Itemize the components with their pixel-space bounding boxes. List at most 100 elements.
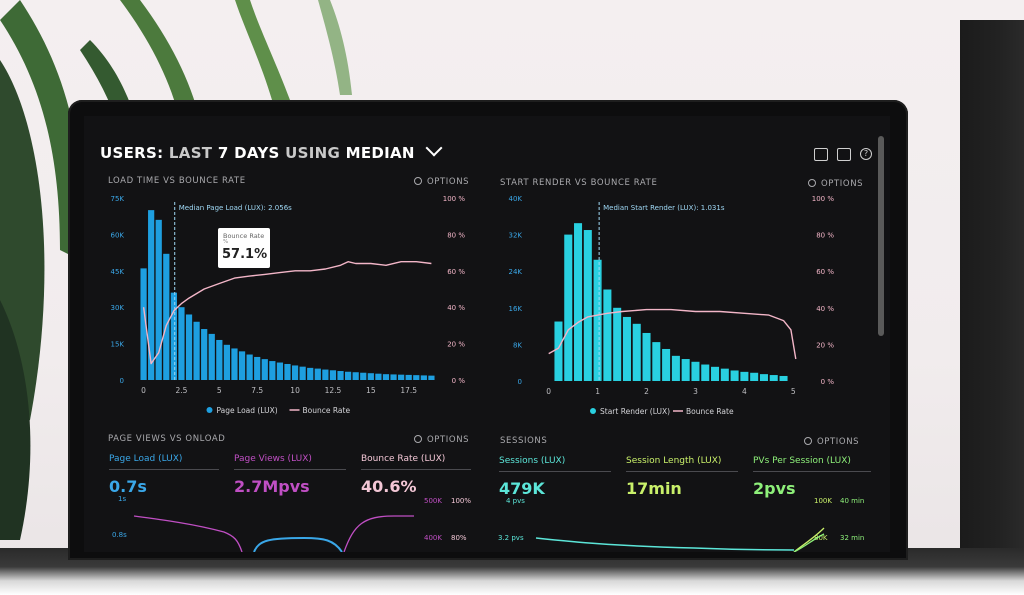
- histogram-bar: [720, 368, 729, 381]
- y2-tick-label: 60 %: [447, 268, 465, 276]
- histogram-bar: [193, 321, 200, 380]
- y-tick-label: 24K: [509, 268, 523, 276]
- median-annotation: Median Start Render (LUX): 1.031s: [603, 204, 725, 212]
- metric-page-views: Page Views (LUX) 2.7Mpvs: [234, 454, 346, 496]
- bounce-rate-tooltip: Bounce Rate % 57.1%: [218, 228, 270, 268]
- metric-session-length: Session Length (LUX) 17min: [626, 456, 738, 498]
- mini-axis-right-a-top: 100K: [814, 497, 832, 505]
- histogram-bar: [574, 223, 583, 381]
- y2-tick-label: 40 %: [816, 305, 834, 313]
- histogram-bar: [337, 371, 344, 380]
- image-icon[interactable]: [837, 148, 851, 161]
- metric-divider: [626, 471, 738, 472]
- legend-bar-swatch: [590, 408, 596, 414]
- legend-line-label: Bounce Rate: [303, 406, 351, 415]
- options-label: OPTIONS: [821, 179, 864, 189]
- pageviews-mini-chart: 1s 0.8s 500K 400K 100% 80%: [112, 495, 471, 552]
- y-tick-label: 16K: [509, 305, 523, 313]
- histogram-bar: [299, 366, 306, 380]
- metric-label: Sessions (LUX): [499, 456, 566, 466]
- histogram-bar: [352, 372, 359, 380]
- histogram-bar: [583, 230, 592, 381]
- panel-title-pageviews: PAGE VIEWS VS ONLOAD: [108, 434, 226, 444]
- y2-tick-label: 0 %: [821, 378, 835, 386]
- mini-axis-left-bottom: 0.8s: [112, 531, 127, 539]
- metric-divider: [753, 471, 871, 472]
- metric-label: Page Load (LUX): [109, 454, 183, 464]
- histogram-bar: [593, 259, 602, 381]
- x-tick-label: 10: [290, 386, 300, 395]
- x-tick-label: 3: [693, 387, 698, 396]
- mini-axis-right-a-bottom: 80K: [814, 534, 828, 542]
- chevron-down-icon[interactable]: [425, 139, 443, 157]
- histogram-bar: [314, 368, 321, 380]
- histogram-bar: [238, 351, 246, 380]
- scrollbar[interactable]: [878, 136, 884, 336]
- options-label: OPTIONS: [427, 177, 470, 187]
- help-icon[interactable]: ?: [860, 148, 872, 160]
- options-sessions[interactable]: OPTIONS: [804, 436, 859, 447]
- legend-bar-swatch: [206, 407, 213, 413]
- x-tick-label: 0: [546, 387, 551, 396]
- sessions-mini-chart: 4 pvs 3.2 pvs 100K 80K 40 min 32 min: [498, 497, 864, 552]
- mini-axis-right-b-top: 40 min: [840, 497, 864, 505]
- panel-title-sessions: SESSIONS: [500, 436, 548, 446]
- page-title[interactable]: USERS: LAST 7 DAYS USING MEDIAN: [100, 139, 443, 162]
- histogram-bar: [769, 375, 778, 381]
- histogram-bar: [163, 253, 170, 380]
- page-load-line: [133, 515, 243, 552]
- metric-pvs-per-session: PVs Per Session (LUX) 2pvs: [753, 456, 871, 498]
- histogram-bar: [231, 348, 238, 380]
- panel-title-render: START RENDER VS BOUNCE RATE: [500, 178, 658, 188]
- histogram-bar: [632, 323, 641, 381]
- legend-line-label: Bounce Rate: [686, 407, 734, 416]
- x-tick-label: 12.5: [325, 386, 342, 395]
- title-part-last: LAST: [168, 144, 213, 162]
- histogram-bar: [329, 370, 337, 380]
- metric-value: 40.6%: [361, 477, 417, 496]
- y-tick-label: 15K: [111, 341, 125, 349]
- options-label: OPTIONS: [427, 435, 470, 445]
- y-tick-label: 75K: [111, 195, 125, 203]
- histogram-bar: [155, 219, 162, 380]
- options-icon: [808, 179, 816, 187]
- y-tick-label: 8K: [513, 341, 522, 349]
- median-annotation: Median Page Load (LUX): 2.056s: [179, 204, 292, 212]
- legend-bar-label: Start Render (LUX): [600, 407, 670, 416]
- metric-label: Session Length (LUX): [626, 456, 722, 466]
- mini-axis-left-bottom: 3.2 pvs: [498, 534, 524, 542]
- histogram-bar: [740, 371, 749, 381]
- x-tick-label: 1: [595, 387, 600, 396]
- options-render[interactable]: OPTIONS: [808, 178, 863, 189]
- panel-title-load: LOAD TIME VS BOUNCE RATE: [108, 176, 246, 186]
- metric-value: 0.7s: [109, 477, 147, 496]
- metric-bounce-rate: Bounce Rate (LUX) 40.6%: [361, 454, 471, 496]
- histogram-bar: [201, 329, 208, 380]
- histogram-bar: [554, 321, 563, 381]
- metric-label: Bounce Rate (LUX): [361, 454, 446, 464]
- monitor-icon[interactable]: [814, 148, 828, 161]
- histogram-bar: [671, 355, 680, 381]
- metric-divider: [109, 469, 219, 470]
- bounce-rate-line: [548, 308, 797, 360]
- y-tick-label: 45K: [111, 268, 125, 276]
- title-part-users: USERS:: [100, 144, 164, 162]
- mini-axis-right-a-bottom: 400K: [424, 534, 442, 542]
- histogram-bar: [254, 356, 261, 380]
- histogram-bar: [178, 307, 185, 380]
- y2-tick-label: 100 %: [443, 195, 466, 203]
- sessions-line: [535, 537, 795, 551]
- y2-tick-label: 20 %: [816, 341, 834, 349]
- options-pageviews[interactable]: OPTIONS: [414, 434, 469, 445]
- y2-tick-label: 80 %: [816, 232, 834, 240]
- options-icon: [414, 435, 422, 443]
- histogram-bar: [291, 365, 299, 380]
- histogram-bar: [759, 374, 768, 381]
- options-load[interactable]: OPTIONS: [414, 176, 469, 187]
- y2-tick-label: 100 %: [812, 195, 835, 203]
- start-render-chart: 0 8K 16K 24K 32K 40K 0 % 20 % 40 % 60 % 80 % 100 % 0…: [509, 195, 835, 416]
- histogram-bar: [140, 268, 147, 380]
- metric-divider: [234, 469, 346, 470]
- x-tick-label: 0: [141, 386, 146, 395]
